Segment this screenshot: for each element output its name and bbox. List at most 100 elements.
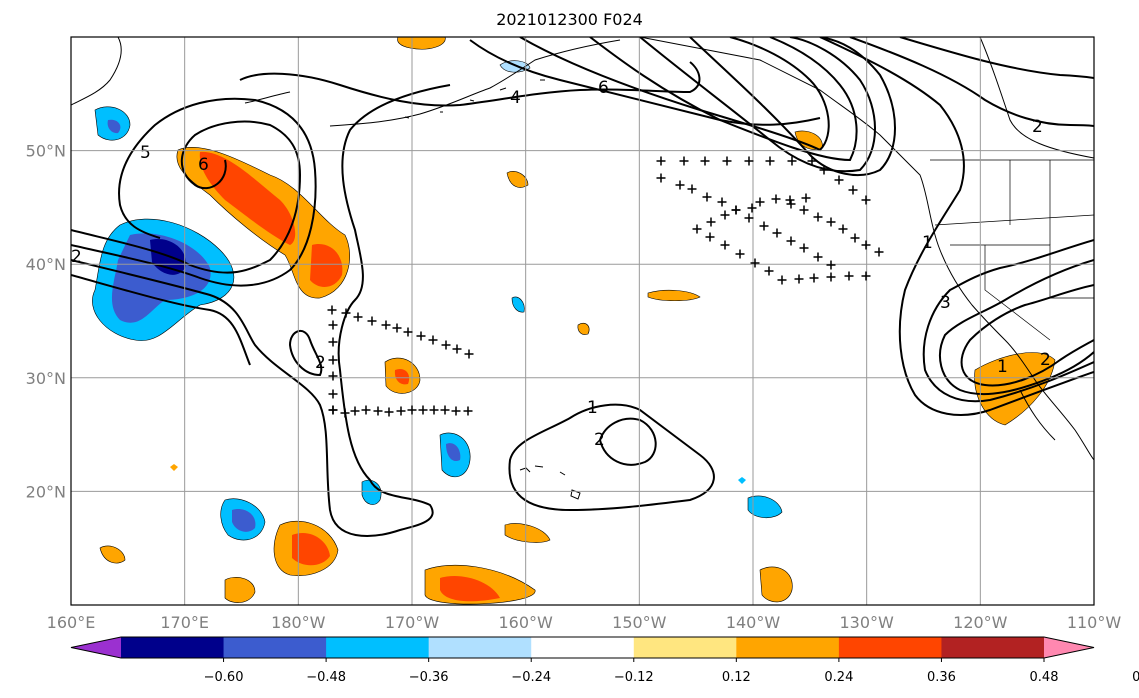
colorbar: −0.60 −0.48 −0.36 −0.24 −0.12 0.12 0.24 0.36 0.4… xyxy=(70,636,1139,685)
significance-marker xyxy=(777,275,787,285)
significance-marker xyxy=(799,243,809,253)
lat-tick-label: 30°N xyxy=(26,369,66,388)
significance-marker xyxy=(819,165,829,175)
colorbar-swatch xyxy=(326,637,430,658)
significance-marker xyxy=(807,156,817,166)
lon-tick-label: 160°W xyxy=(498,613,553,632)
coastline-layer xyxy=(71,37,1094,500)
colorbar-tick-label: 0.24 xyxy=(824,670,853,685)
significance-marker xyxy=(384,407,394,417)
significance-marker xyxy=(428,335,438,345)
significance-marker xyxy=(328,337,338,347)
contour-label: 1 xyxy=(997,357,1008,377)
significance-marker xyxy=(441,340,451,350)
colorbar-swatch xyxy=(121,637,225,658)
significance-marker xyxy=(328,405,338,415)
lon-tick-label: 160°E xyxy=(47,613,96,632)
lat-tick-label: 40°N xyxy=(26,255,66,274)
significance-marker xyxy=(722,156,732,166)
significance-marker xyxy=(328,371,338,381)
contour-label: 1 xyxy=(922,233,933,253)
colorbar-extend-high xyxy=(1044,637,1094,658)
significance-marker xyxy=(785,195,795,205)
negative-anomaly-west xyxy=(92,106,235,341)
lon-tick-label: 130°W xyxy=(839,613,894,632)
significance-marker xyxy=(720,210,730,220)
significance-marker xyxy=(429,405,439,415)
colorbar-swatch xyxy=(838,637,942,658)
significance-marker xyxy=(717,197,727,207)
significance-marker xyxy=(799,205,809,215)
significance-marker xyxy=(340,408,350,418)
significance-marker xyxy=(656,156,666,166)
contour-label: 2 xyxy=(1040,350,1051,370)
colorbar-outline xyxy=(70,636,1095,659)
colorbar-tick-label: −0.36 xyxy=(409,670,449,685)
colorbar-tick-label: −0.48 xyxy=(306,670,346,685)
significance-marker xyxy=(452,344,462,354)
contour-label-group: 5 6 6 4 2 2 1 2 1 2 3 1 2 xyxy=(71,78,1051,450)
contour-label: 4 xyxy=(510,88,521,108)
significance-marker xyxy=(838,224,848,234)
significance-marker xyxy=(813,252,823,262)
significance-marker xyxy=(813,212,823,222)
lon-tick-label: 110°W xyxy=(1067,613,1122,632)
colorbar-swatch xyxy=(428,637,532,658)
significance-marker xyxy=(747,203,757,213)
significance-marker xyxy=(786,199,796,209)
colorbar-swatch xyxy=(736,637,840,658)
colorbar-tick-label: 0.12 xyxy=(722,670,751,685)
significance-marker xyxy=(700,156,710,166)
significance-marker xyxy=(826,272,836,282)
colorbar-tick-label: 0.60 xyxy=(1132,670,1139,685)
contour-lines xyxy=(71,37,1094,537)
contour-label: 1 xyxy=(587,398,598,418)
contour-label: 5 xyxy=(140,143,151,163)
axis-labels: 160°E 170°E 180°W 170°W 160°W 150°W 140°W 130°W… xyxy=(26,142,1122,632)
significance-marker xyxy=(416,331,426,341)
significance-marker xyxy=(440,405,450,415)
map-title: 2021012300 F024 xyxy=(496,10,643,29)
colorbar-tick-label: −0.12 xyxy=(614,670,654,685)
significance-marker xyxy=(403,327,413,337)
significance-marker xyxy=(407,405,417,415)
lon-tick-label: 170°W xyxy=(385,613,440,632)
significance-marker xyxy=(353,312,363,322)
significance-marker xyxy=(787,156,797,166)
significance-marker xyxy=(692,224,702,234)
significance-marker xyxy=(675,180,685,190)
contour-label: 2 xyxy=(315,353,326,373)
significance-marker xyxy=(687,184,697,194)
significance-marker xyxy=(418,405,428,415)
significance-marker xyxy=(702,192,712,202)
lon-tick-label: 120°W xyxy=(953,613,1008,632)
contour-label: 6 xyxy=(198,155,209,175)
colorbar-swatch xyxy=(223,637,327,658)
significance-marker xyxy=(765,156,775,166)
map-frame xyxy=(70,36,1095,606)
colorbar-swatch xyxy=(633,637,737,658)
colorbar-tick-label: −0.24 xyxy=(511,670,551,685)
significance-marker xyxy=(381,320,391,330)
significance-marker xyxy=(750,258,760,268)
significance-marker xyxy=(327,305,337,315)
lat-tick-label: 50°N xyxy=(26,142,66,161)
significance-marker xyxy=(367,316,377,326)
significance-marker xyxy=(834,175,844,185)
significance-marker xyxy=(373,406,383,416)
significance-marker xyxy=(679,156,689,166)
significance-marker xyxy=(451,406,461,416)
significance-marker xyxy=(744,213,754,223)
significance-marker xyxy=(341,308,351,318)
contour-label: 6 xyxy=(598,78,609,98)
significance-marker xyxy=(328,320,338,330)
significance-marker xyxy=(861,240,871,250)
significance-marker xyxy=(771,194,781,204)
colorbar-swatch xyxy=(531,637,635,658)
significance-marker xyxy=(764,266,774,276)
significance-marker xyxy=(848,185,858,195)
significance-marker xyxy=(861,271,871,281)
contour-label: 2 xyxy=(71,247,82,267)
colorbar-tick-label: −0.60 xyxy=(204,670,244,685)
